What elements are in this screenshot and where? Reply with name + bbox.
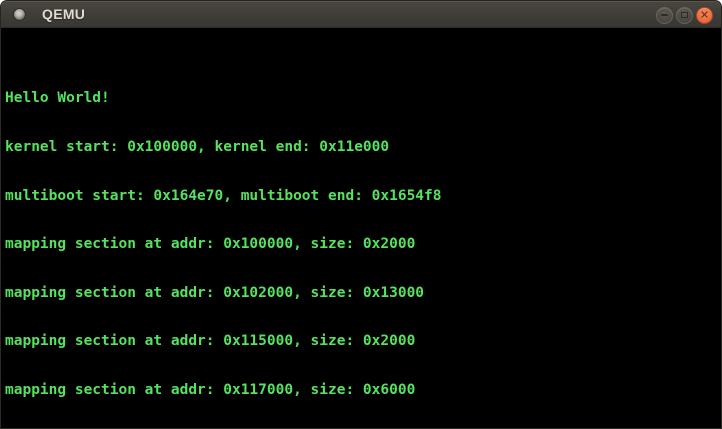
terminal-line: multiboot start: 0x164e70, multiboot end…: [5, 187, 442, 204]
maximize-button[interactable]: [676, 6, 693, 24]
terminal-line: kernel start: 0x100000, kernel end: 0x11…: [5, 139, 390, 156]
vga-display[interactable]: Hello World! kernel start: 0x100000, ker…: [0, 28, 722, 429]
terminal-line: mapping section at addr: 0x100000, size:…: [5, 236, 416, 253]
maximize-icon: [681, 12, 688, 18]
terminal-line: Hello World!: [5, 90, 110, 107]
close-icon: ✕: [699, 8, 710, 21]
minimize-icon: [661, 14, 668, 16]
window-controls: ✕: [656, 1, 713, 29]
terminal-output: Hello World! kernel start: 0x100000, ker…: [1, 28, 721, 428]
close-button[interactable]: ✕: [696, 6, 713, 24]
terminal-line: mapping section at addr: 0x117000, size:…: [5, 382, 416, 399]
minimize-button[interactable]: [656, 6, 673, 24]
qemu-app-icon[interactable]: [13, 7, 26, 21]
titlebar[interactable]: QEMU ✕: [0, 0, 722, 28]
terminal-line: mapping section at addr: 0x102000, size:…: [5, 284, 425, 301]
terminal-line: mapping section at addr: 0x115000, size:…: [5, 333, 416, 350]
window-title: QEMU: [42, 6, 86, 22]
